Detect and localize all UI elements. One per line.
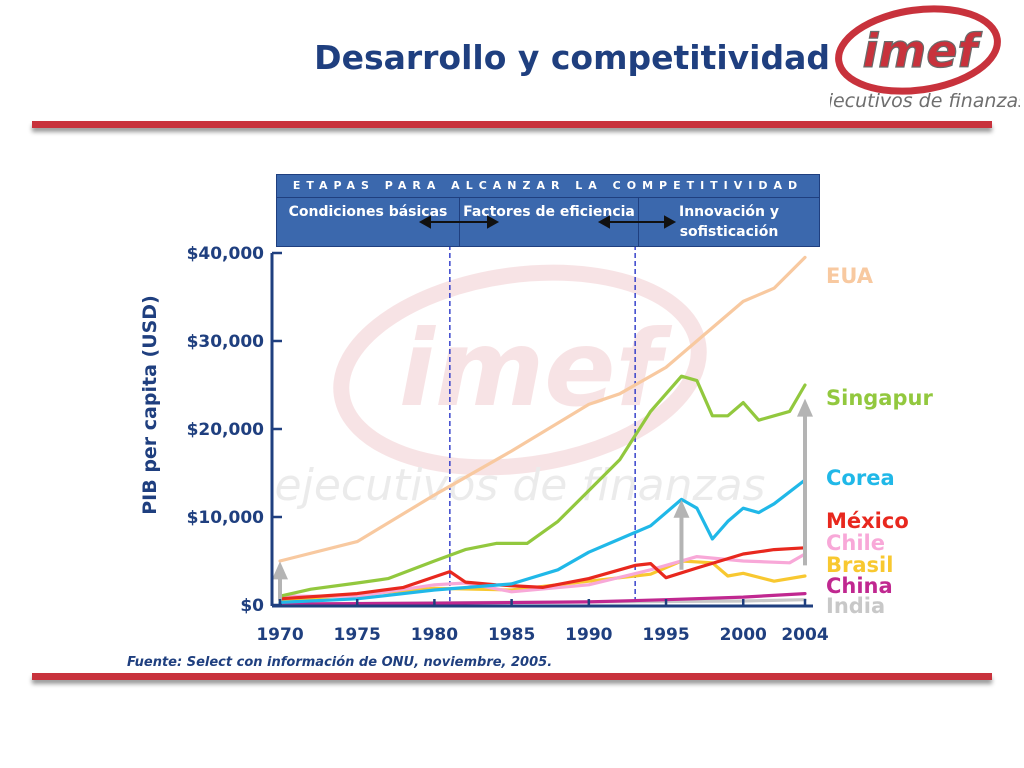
x-tick-label: 1980 bbox=[411, 625, 458, 645]
y-tick-label: $10,000 bbox=[187, 508, 265, 528]
legend-label: EUA bbox=[826, 264, 874, 288]
series-line bbox=[278, 546, 807, 601]
growth-arrows bbox=[272, 398, 813, 601]
legend-label: Brasil bbox=[826, 553, 893, 577]
y-tick-label: $30,000 bbox=[187, 332, 265, 352]
growth-arrow-head bbox=[272, 561, 288, 580]
x-tick-label: 1995 bbox=[642, 625, 689, 645]
svg-text:ejecutivos de finanzas: ejecutivos de finanzas bbox=[275, 460, 766, 511]
legend-label: India bbox=[826, 594, 885, 618]
source-note: Fuente: Select con información de ONU, n… bbox=[127, 655, 553, 670]
legend-label: China bbox=[826, 574, 893, 598]
bottom-divider bbox=[32, 673, 992, 680]
legend: EUA Singapur Corea MéxicoChileBrasilChinaIn… bbox=[826, 264, 933, 618]
series-line bbox=[278, 374, 807, 598]
series-line bbox=[278, 478, 807, 605]
y-tick-label: $40,000 bbox=[187, 244, 265, 264]
legend-label: Chile bbox=[826, 531, 885, 555]
x-tick-label: 1990 bbox=[565, 625, 612, 645]
growth-arrow-head bbox=[673, 499, 690, 518]
imef-logo: imef ejecutivos de finanzas bbox=[830, 5, 1020, 112]
slide-title: Desarrollo y competitividad bbox=[314, 38, 830, 77]
watermark: imef ejecutivos de finanzas bbox=[275, 264, 766, 511]
x-tick-label: 1985 bbox=[488, 625, 535, 645]
series-line bbox=[278, 255, 807, 563]
legend-label: México bbox=[826, 509, 909, 533]
stage-efficiency: Factores de eficiencia bbox=[463, 204, 635, 220]
stages-banner: Condiciones básicas Factores de eficienc… bbox=[276, 197, 820, 247]
stages-heading: ETAPAS PARA ALCANZAR LA COMPETITIVIDAD bbox=[276, 174, 820, 198]
growth-arrow-head bbox=[797, 398, 813, 417]
top-divider bbox=[32, 121, 992, 128]
logo-subtitle: ejecutivos de finanzas bbox=[830, 90, 1020, 112]
stage-innovation: Innovación y sofisticación bbox=[678, 204, 780, 240]
x-tick-label: 2004 bbox=[781, 625, 828, 645]
x-tick-label: 1970 bbox=[256, 625, 303, 645]
stage-basic: Condiciones básicas bbox=[288, 204, 448, 220]
x-tick-label: 2000 bbox=[720, 625, 767, 645]
legend-label: Singapur bbox=[826, 386, 933, 410]
svg-text:imef: imef bbox=[399, 308, 673, 430]
y-axis-label: PIB per capita (USD) bbox=[139, 295, 161, 515]
y-tick-label: $20,000 bbox=[187, 420, 265, 440]
series-layer bbox=[278, 255, 807, 606]
y-tick-label: $0 bbox=[240, 596, 264, 616]
axes: $0 $10,000 $20,000 $30,000 $40,000 1970 1975 19… bbox=[187, 244, 829, 645]
series-line bbox=[278, 591, 807, 606]
stage-arrows bbox=[418, 215, 677, 229]
legend-label: Corea bbox=[826, 466, 895, 490]
logo-wordmark: imef bbox=[863, 24, 983, 78]
series-line bbox=[278, 559, 807, 603]
stage-boundary-lines bbox=[449, 245, 636, 605]
series-line bbox=[278, 552, 807, 598]
x-tick-label: 1975 bbox=[334, 625, 381, 645]
